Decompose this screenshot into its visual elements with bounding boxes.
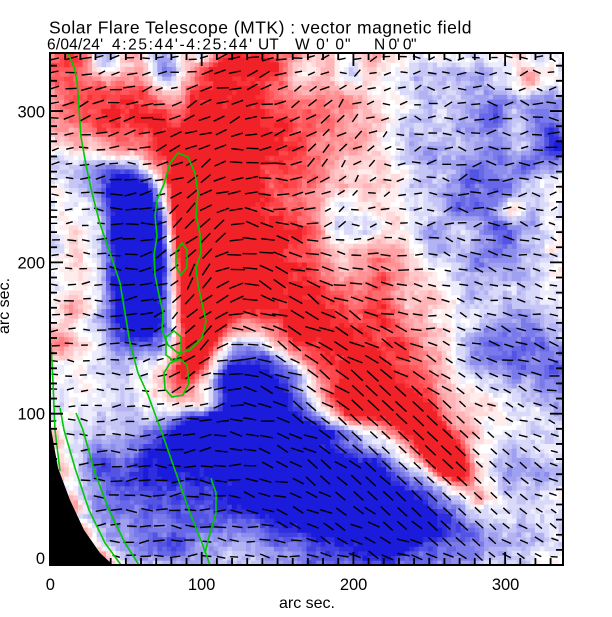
svg-text:arc sec.: arc sec. [0, 278, 13, 334]
svg-text:300: 300 [492, 576, 520, 594]
svg-text:0: 0 [36, 550, 45, 568]
svg-text:Solar Flare Telescope (MTK) :: Solar Flare Telescope (MTK) : vector mag… [49, 18, 472, 38]
svg-text:arc sec.: arc sec. [279, 595, 335, 612]
svg-text:300: 300 [17, 103, 45, 121]
svg-text:200: 200 [17, 255, 45, 273]
svg-text:0: 0 [46, 576, 55, 594]
svg-text:100: 100 [188, 576, 216, 594]
svg-text:200: 200 [340, 576, 368, 594]
svg-text:6/04/24'4:25:44'-4:25:44'UTW 0: 6/04/24' 4:25:44'-4:25:44' UT W 0' 0" N 0' 0… [47, 37, 416, 54]
svg-text:100: 100 [17, 406, 45, 424]
